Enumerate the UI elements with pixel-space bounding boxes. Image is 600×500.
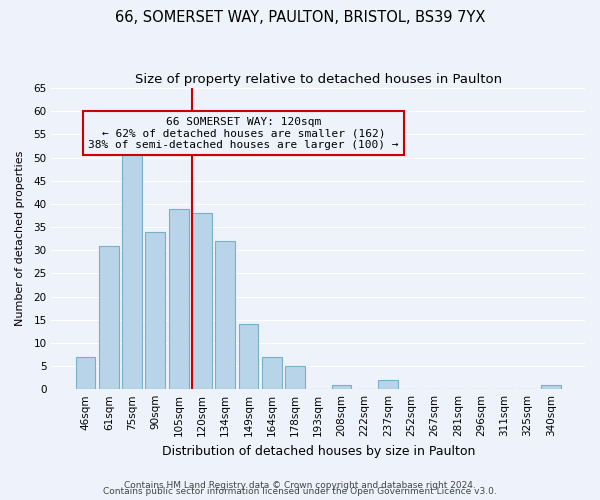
Bar: [145, 232, 165, 389]
Text: Contains HM Land Registry data © Crown copyright and database right 2024.: Contains HM Land Registry data © Crown c…: [124, 481, 476, 490]
Bar: [378, 380, 398, 389]
Bar: [76, 357, 95, 389]
Title: Size of property relative to detached houses in Paulton: Size of property relative to detached ho…: [134, 72, 502, 86]
Bar: [541, 384, 561, 389]
Text: 66 SOMERSET WAY: 120sqm
← 62% of detached houses are smaller (162)
38% of semi-d: 66 SOMERSET WAY: 120sqm ← 62% of detache…: [88, 116, 399, 150]
X-axis label: Distribution of detached houses by size in Paulton: Distribution of detached houses by size …: [161, 444, 475, 458]
Bar: [215, 241, 235, 389]
Bar: [239, 324, 259, 389]
Bar: [122, 148, 142, 389]
Y-axis label: Number of detached properties: Number of detached properties: [15, 151, 25, 326]
Bar: [99, 246, 119, 389]
Bar: [262, 357, 281, 389]
Text: 66, SOMERSET WAY, PAULTON, BRISTOL, BS39 7YX: 66, SOMERSET WAY, PAULTON, BRISTOL, BS39…: [115, 10, 485, 25]
Bar: [192, 213, 212, 389]
Bar: [285, 366, 305, 389]
Text: Contains public sector information licensed under the Open Government Licence v3: Contains public sector information licen…: [103, 487, 497, 496]
Bar: [332, 384, 352, 389]
Bar: [169, 208, 188, 389]
